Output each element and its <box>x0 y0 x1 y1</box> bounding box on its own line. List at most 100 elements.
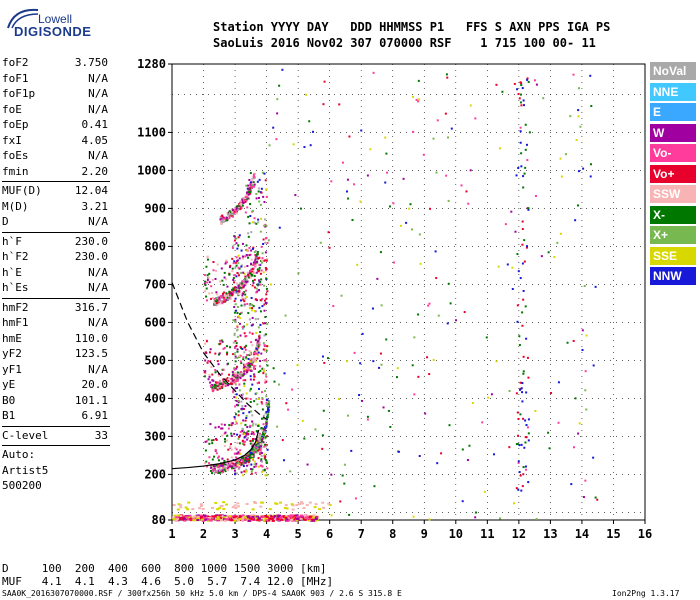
echo-point <box>238 389 241 392</box>
echo-point <box>247 430 250 433</box>
echo-point <box>224 217 227 220</box>
echo-point <box>389 425 392 428</box>
echo-point <box>253 460 256 463</box>
echo-point <box>327 502 331 505</box>
echo-point <box>519 381 522 384</box>
echo-point <box>211 278 214 281</box>
echo-point <box>254 260 257 263</box>
echo-point <box>211 379 214 382</box>
echo-point <box>243 304 246 307</box>
echo-point <box>388 205 391 208</box>
echo-point <box>198 507 202 510</box>
echo-point <box>233 368 236 371</box>
echo-point <box>556 241 559 244</box>
echo-point <box>203 371 206 374</box>
echo-point <box>216 466 219 469</box>
echo-point <box>266 435 269 438</box>
echo-point <box>341 474 344 477</box>
echo-point <box>247 519 251 522</box>
echo-point <box>207 516 211 519</box>
echo-point <box>277 515 281 518</box>
echo-point <box>213 455 216 458</box>
echo-point <box>289 517 293 520</box>
echo-point <box>521 324 524 327</box>
echo-point <box>227 427 230 430</box>
echo-point <box>249 184 252 187</box>
echo-point <box>291 388 294 391</box>
echo-point <box>308 501 312 504</box>
echo-point <box>255 465 258 468</box>
echo-point <box>260 401 263 404</box>
echo-point <box>244 293 247 296</box>
echo-point <box>237 414 240 417</box>
echo-point <box>504 223 507 226</box>
echo-point <box>236 460 239 463</box>
echo-point <box>266 345 269 348</box>
echo-point <box>242 201 245 204</box>
echo-point <box>566 341 569 344</box>
echo-point <box>262 427 265 430</box>
footer-file-info: SAA0K_2016307070000.RSF / 300fx256h 50 k… <box>2 589 402 598</box>
echo-point <box>249 191 252 194</box>
echo-point <box>258 446 261 449</box>
echo-point <box>519 277 522 280</box>
echo-point <box>218 387 221 390</box>
echo-point <box>232 319 235 322</box>
echo-point <box>256 352 259 355</box>
echo-point <box>211 387 214 390</box>
echo-point <box>590 105 593 108</box>
y-tick-label: 900 <box>144 201 166 215</box>
echo-point <box>231 377 234 380</box>
echo-point <box>211 458 214 461</box>
echo-point <box>285 519 289 522</box>
echo-point <box>257 435 260 438</box>
echo-point <box>248 365 251 368</box>
auto-line: 500200 <box>2 479 42 492</box>
echo-point <box>250 463 253 466</box>
echo-point <box>214 300 217 303</box>
echo-point <box>234 387 237 390</box>
echo-point <box>265 425 268 428</box>
echo-point <box>300 502 304 505</box>
echo-point <box>204 284 207 287</box>
echo-point <box>263 454 266 457</box>
echo-point <box>212 297 215 300</box>
echo-point <box>265 293 268 296</box>
echo-point <box>238 373 241 376</box>
echo-point <box>314 428 317 431</box>
echo-point <box>261 297 264 300</box>
echo-point <box>584 389 587 392</box>
echo-point <box>311 516 315 519</box>
echo-point <box>308 515 312 518</box>
echo-point <box>264 259 267 262</box>
echo-point <box>517 460 520 463</box>
echo-point <box>265 297 268 300</box>
echo-point <box>215 304 218 307</box>
x-tick-label: 14 <box>575 527 589 541</box>
echo-point <box>327 231 330 234</box>
echo-point <box>248 307 251 310</box>
echo-point <box>323 80 326 83</box>
echo-point <box>235 309 238 312</box>
echo-point <box>251 445 254 448</box>
echo-point <box>232 375 235 378</box>
echo-point <box>526 356 529 359</box>
echo-point <box>262 417 265 420</box>
echo-point <box>256 447 259 450</box>
echo-point <box>257 351 260 354</box>
echo-point <box>253 463 256 466</box>
echo-point <box>209 384 212 387</box>
echo-point <box>231 466 234 469</box>
echo-point <box>172 504 176 507</box>
echo-point <box>236 259 239 262</box>
param-name: h`Es <box>2 281 29 294</box>
legend-item-noval: NoVal <box>650 62 696 80</box>
echo-point <box>578 422 581 425</box>
echo-point <box>235 380 238 383</box>
echo-point <box>518 97 521 100</box>
echo-point <box>253 217 256 220</box>
echo-point <box>249 189 252 192</box>
echo-point <box>525 337 528 340</box>
echo-point <box>259 272 262 275</box>
echo-point <box>522 186 525 189</box>
